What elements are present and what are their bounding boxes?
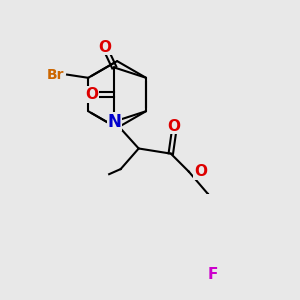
Text: O: O [98,40,111,55]
Text: O: O [194,164,207,179]
Text: F: F [208,268,218,283]
Text: O: O [85,87,98,102]
Text: N: N [107,112,121,130]
Text: O: O [167,118,181,134]
Text: Br: Br [46,68,64,82]
